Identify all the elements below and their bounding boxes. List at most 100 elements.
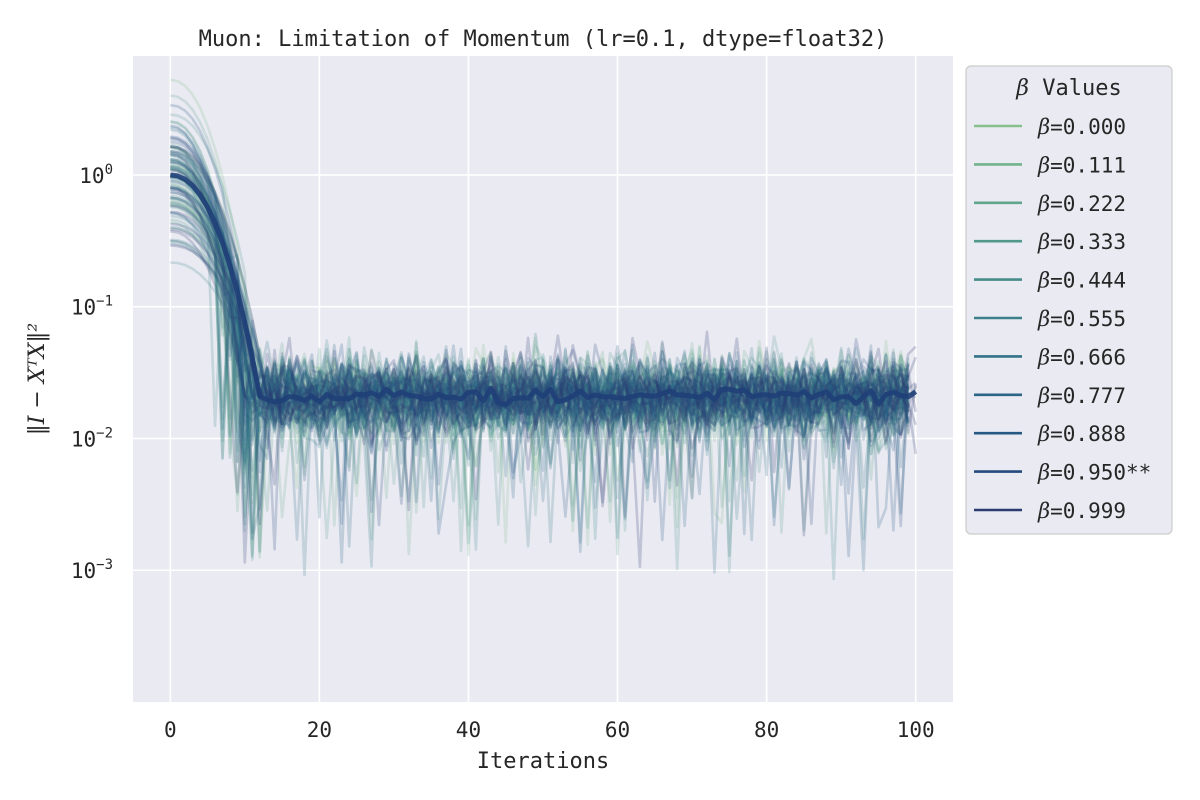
legend-label: β=0.555 [1037, 307, 1126, 331]
series-line [170, 214, 909, 478]
plot-area [133, 56, 953, 702]
series-line [170, 175, 910, 503]
legend-entry: β=0.222 [974, 192, 1126, 216]
series-line [170, 211, 910, 572]
series-line [170, 204, 917, 537]
x-tick-label: 60 [605, 718, 630, 742]
series-line [170, 177, 910, 541]
series-line [170, 149, 910, 519]
series-line [170, 174, 909, 459]
series-line [170, 200, 910, 525]
series-line [170, 165, 910, 544]
x-tick-label: 40 [456, 718, 481, 742]
legend-entry: β=0.666 [974, 345, 1126, 369]
legend-label: β=0.222 [1037, 192, 1126, 216]
series-line [170, 199, 910, 556]
series-line [170, 145, 910, 557]
series-line [170, 160, 910, 526]
series-line [170, 145, 917, 512]
series-line [170, 197, 910, 574]
series-line [170, 145, 910, 547]
series-line [170, 135, 910, 542]
legend-label: β=0.666 [1037, 345, 1126, 369]
series-line [170, 158, 910, 568]
legend-entries: β=0.000 β=0.111 β=0.222 β=0.333 β=0.444 β=0.5… [974, 115, 1151, 523]
series-line [170, 205, 910, 526]
y-tick-label: 10−2 [71, 425, 113, 451]
legend-label: β=0.888 [1037, 422, 1126, 446]
series-line [170, 190, 910, 475]
legend-box [965, 65, 1173, 535]
legend-entry: β=0.333 [974, 230, 1126, 254]
x-axis-label: Iterations [477, 749, 609, 774]
series-line [170, 202, 909, 541]
data-lines [169, 78, 918, 581]
series-line [170, 173, 910, 533]
series-line [170, 196, 910, 490]
series-line [170, 168, 910, 455]
series-line [170, 238, 910, 551]
series-line [170, 174, 910, 503]
legend-label: β=0.444 [1037, 269, 1126, 293]
series-line [170, 149, 910, 558]
legend: β Values β=0.000β=0.111β=0.222β=0.333β=0… [965, 65, 1173, 535]
series-line [170, 240, 910, 559]
legend-entry: β=0.950** [974, 461, 1151, 485]
series-line [170, 188, 910, 551]
legend-label: β=0.000 [1037, 115, 1126, 139]
series-line [170, 221, 910, 535]
series-line [170, 103, 910, 468]
series-line [170, 146, 909, 477]
series-line [170, 228, 917, 486]
series-line [170, 153, 910, 577]
x-axis: 0 20 40 60 80 100 [164, 718, 935, 742]
x-tick-label: 80 [754, 718, 779, 742]
series-line [170, 261, 910, 533]
series-line [170, 222, 910, 518]
legend-label: β=0.777 [1037, 384, 1126, 408]
series-line [170, 161, 910, 502]
series-line [170, 167, 910, 553]
series-line [170, 165, 910, 520]
chart-title: Muon: Limitation of Momentum (lr=0.1, dt… [199, 27, 888, 52]
series-line [170, 78, 909, 487]
series-line [170, 211, 909, 459]
series-line [170, 164, 910, 500]
legend-entry: β=0.555 [974, 307, 1126, 331]
series-line [170, 176, 910, 440]
series-line [170, 159, 910, 480]
legend-label: β=0.333 [1037, 230, 1126, 254]
legend-label: β=0.999 [1037, 499, 1126, 523]
legend-entry: β=0.999 [974, 499, 1126, 523]
y-tick-label: 10−1 [71, 294, 113, 320]
grid [133, 56, 953, 702]
y-tick-label: 10−3 [71, 557, 113, 583]
legend-entry: β=0.888 [974, 422, 1126, 446]
series-line [170, 186, 917, 494]
series-line [170, 154, 910, 489]
series-line [170, 163, 910, 485]
legend-entry: β=0.444 [974, 269, 1126, 293]
legend-entry: β=0.777 [974, 384, 1126, 408]
series-line [170, 194, 910, 540]
series-line [170, 174, 910, 524]
series-line [170, 182, 910, 498]
series-line [170, 180, 909, 490]
series-line [170, 145, 909, 514]
series-line [170, 185, 910, 530]
x-tick-label: 100 [897, 718, 935, 742]
series-line [170, 244, 917, 526]
series-line [170, 128, 910, 548]
series-line [170, 167, 910, 504]
series-line [170, 120, 910, 482]
x-tick-label: 0 [164, 718, 177, 742]
legend-label: β=0.950** [1037, 461, 1151, 485]
y-axis: 100 10−1 10−2 10−3 [71, 162, 113, 583]
series-line [170, 125, 910, 536]
legend-entry: β=0.111 [974, 153, 1126, 177]
series-line [170, 151, 910, 502]
legend-label: β=0.111 [1037, 153, 1126, 177]
legend-title: β Values [1015, 76, 1121, 101]
series-line [170, 173, 910, 532]
